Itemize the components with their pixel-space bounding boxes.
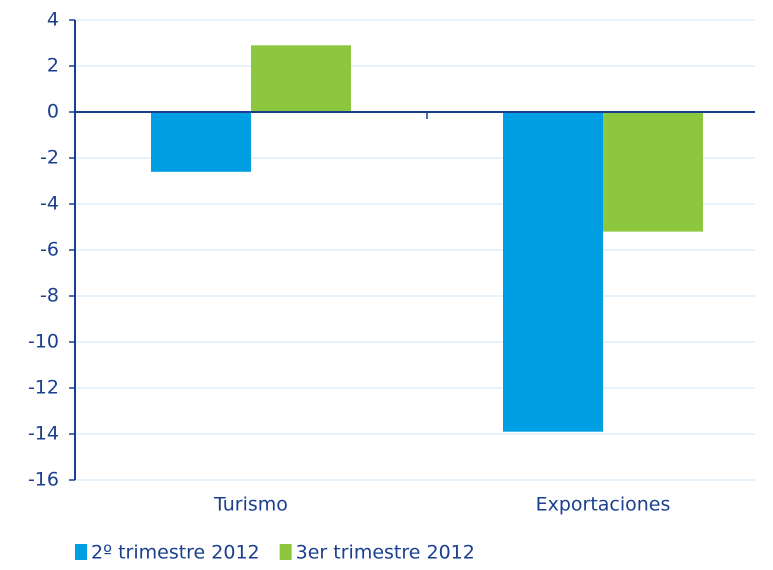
y-tick-label: 4 — [47, 9, 59, 31]
y-tick-label: -4 — [40, 193, 59, 215]
y-tick-label: 2 — [47, 55, 59, 77]
y-tick-label: -8 — [40, 285, 59, 307]
y-tick-label: -2 — [40, 147, 59, 169]
y-tick-label: 0 — [47, 101, 59, 123]
bar — [251, 45, 351, 112]
legend-label: 3er trimestre 2012 — [296, 542, 475, 564]
bar — [603, 112, 703, 232]
bar — [503, 112, 603, 432]
y-tick-label: -6 — [40, 239, 59, 261]
y-tick-label: -10 — [28, 331, 59, 353]
x-tick-label: Turismo — [213, 494, 288, 516]
y-tick-label: -14 — [28, 423, 59, 445]
bar — [151, 112, 251, 172]
legend-swatch — [75, 544, 87, 560]
x-tick-label: Exportaciones — [536, 494, 671, 516]
legend-label: 2º trimestre 2012 — [91, 542, 260, 564]
y-tick-label: -16 — [28, 469, 59, 491]
y-tick-label: -12 — [28, 377, 59, 399]
legend-swatch — [279, 544, 292, 560]
